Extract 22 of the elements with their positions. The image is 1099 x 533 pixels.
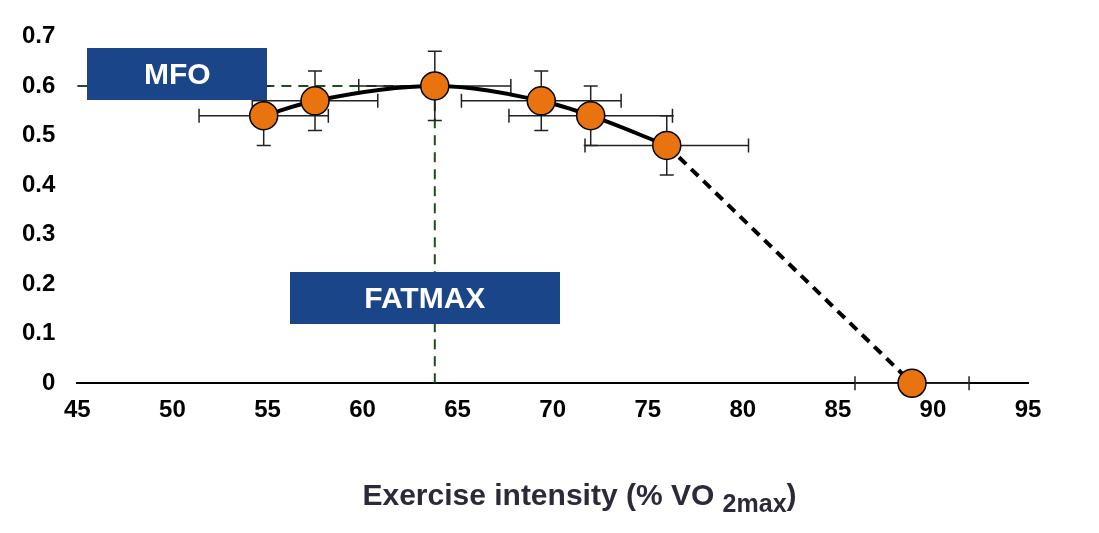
y-tick-label: 0 (42, 367, 56, 395)
y-tick-label: 0.1 (21, 318, 56, 346)
y-tick-label: 0.7 (21, 21, 56, 49)
x-tick-label: 55 (254, 395, 281, 423)
y-tick-label: 0.2 (21, 268, 56, 296)
y-tick-label: 0.4 (21, 169, 56, 197)
y-tick-label: 0.3 (21, 219, 56, 247)
label-box: FATMAX (289, 272, 560, 325)
y-tick-label: 0.5 (21, 120, 56, 148)
x-tick-label: 90 (919, 395, 947, 423)
x-tick-label: 80 (729, 395, 757, 423)
x-tick-label: 50 (159, 395, 186, 423)
x-tick-label: 75 (634, 395, 662, 423)
x-tick-label: 45 (64, 395, 91, 423)
x-tick-label: 65 (444, 395, 471, 423)
x-tick-label: 85 (824, 395, 852, 423)
y-tick-label: 0.6 (21, 70, 56, 98)
x-tick-label: 95 (1014, 395, 1042, 423)
x-tick-label: 60 (349, 395, 376, 423)
x-tick-label: 70 (539, 395, 567, 423)
x-axis-title: Exercise intensity (% VO $_{2max}$) (361, 478, 798, 518)
label-box: MFO (87, 47, 268, 100)
